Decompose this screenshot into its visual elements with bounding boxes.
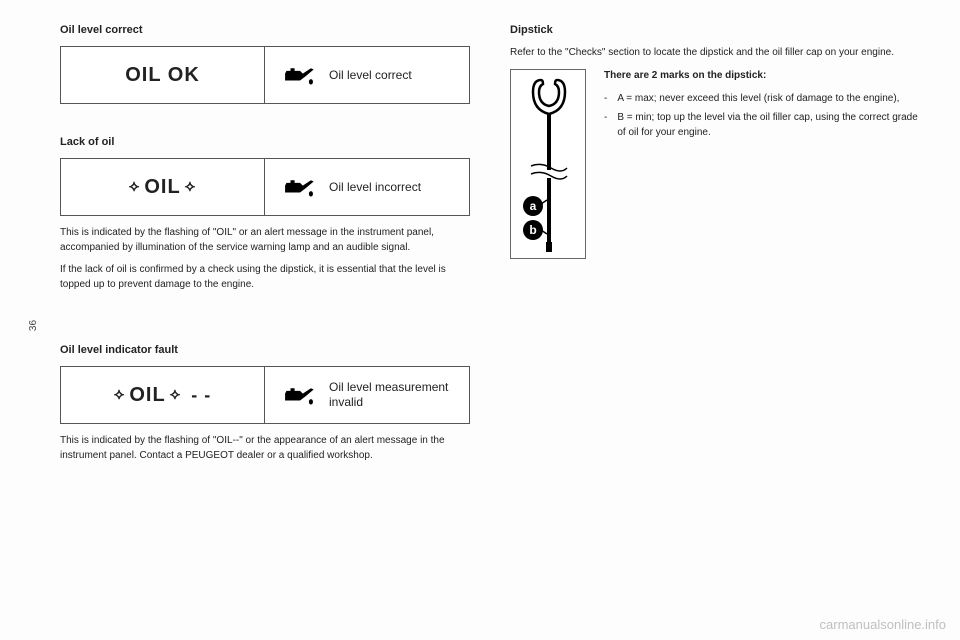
list-item: - A = max; never exceed this level (risk… [604,91,920,106]
para-dipstick-intro: Refer to the "Checks" section to locate … [510,46,920,61]
indicator-right-fault: Oil level measurement invalid [265,367,469,423]
watermark: carmanualsonline.info [820,617,946,632]
display-oil-flash: ⟡ OIL ⟡ [61,159,265,215]
bullet-list: - A = max; never exceed this level (risk… [604,91,920,140]
display-oil-fault-text: OIL [129,384,165,407]
para-lack-oil-1: This is indicated by the flashing of "OI… [60,226,470,255]
dipstick-row: a b There are 2 marks on the dipstick: -… [510,69,920,259]
dipstick-text: There are 2 marks on the dipstick: - A =… [604,69,920,145]
heading-oil-correct: Oil level correct [60,24,470,36]
indicator-oil-correct: OIL OK Oil level correct [60,46,470,104]
heading-dipstick: Dipstick [510,24,920,36]
svg-text:a: a [530,199,537,213]
list-intro: There are 2 marks on the dipstick: [604,69,920,84]
para-fault-1: This is indicated by the flashing of "OI… [60,434,470,463]
oil-can-icon [281,176,315,198]
oil-can-icon [281,384,315,406]
page-number: 36 [28,320,39,331]
indicator-right-correct: Oil level correct [265,47,469,103]
para-lack-oil-2: If the lack of oil is confirmed by a che… [60,263,470,292]
right-column: Dipstick Refer to the "Checks" section t… [510,24,920,471]
display-dashes: - - [191,385,211,406]
indicator-right-incorrect: Oil level incorrect [265,159,469,215]
page-content: Oil level correct OIL OK Oil level corre… [0,0,960,481]
display-oil-ok: OIL OK [61,47,265,103]
indicator-lack-oil: ⟡ OIL ⟡ Oil level incorrect [60,158,470,216]
list-item: - B = min; top up the level via the oil … [604,110,920,140]
label-oil-correct: Oil level correct [329,68,412,83]
label-oil-invalid: Oil level measurement invalid [329,380,453,410]
bullet-text-a: A = max; never exceed this level (risk o… [617,91,899,106]
indicator-fault: ⟡ OIL ⟡ - - Oil level measurement invali… [60,366,470,424]
heading-lack-oil: Lack of oil [60,136,470,148]
heading-fault: Oil level indicator fault [60,344,470,356]
bullet-text-b: B = min; top up the level via the oil fi… [617,110,920,140]
bullet-dash-icon: - [604,91,607,106]
label-oil-incorrect: Oil level incorrect [329,180,421,195]
display-oil-text: OIL [144,176,180,199]
display-oil-fault: ⟡ OIL ⟡ - - [61,367,265,423]
oil-can-icon [281,64,315,86]
left-column: Oil level correct OIL OK Oil level corre… [60,24,470,471]
bullet-dash-icon: - [604,110,607,140]
svg-text:b: b [529,223,536,237]
dipstick-diagram: a b [510,69,586,259]
